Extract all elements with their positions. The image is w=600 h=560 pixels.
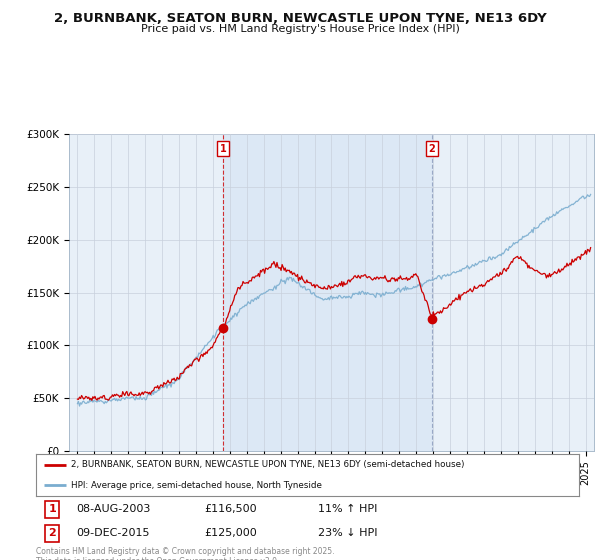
Text: Contains HM Land Registry data © Crown copyright and database right 2025.
This d: Contains HM Land Registry data © Crown c… — [36, 547, 335, 560]
Text: 2: 2 — [49, 528, 56, 538]
Text: 08-AUG-2003: 08-AUG-2003 — [77, 505, 151, 515]
Text: 1: 1 — [49, 505, 56, 515]
Text: 1: 1 — [220, 144, 226, 154]
Bar — [223, 134, 432, 451]
Text: Price paid vs. HM Land Registry's House Price Index (HPI): Price paid vs. HM Land Registry's House … — [140, 24, 460, 34]
Text: 2, BURNBANK, SEATON BURN, NEWCASTLE UPON TYNE, NE13 6DY: 2, BURNBANK, SEATON BURN, NEWCASTLE UPON… — [53, 12, 547, 25]
Text: 11% ↑ HPI: 11% ↑ HPI — [319, 505, 378, 515]
Text: HPI: Average price, semi-detached house, North Tyneside: HPI: Average price, semi-detached house,… — [71, 480, 322, 489]
Text: 09-DEC-2015: 09-DEC-2015 — [77, 528, 150, 538]
Text: 23% ↓ HPI: 23% ↓ HPI — [319, 528, 378, 538]
Text: £125,000: £125,000 — [205, 528, 257, 538]
Text: £116,500: £116,500 — [205, 505, 257, 515]
Text: 2: 2 — [428, 144, 436, 154]
Text: 2, BURNBANK, SEATON BURN, NEWCASTLE UPON TYNE, NE13 6DY (semi-detached house): 2, BURNBANK, SEATON BURN, NEWCASTLE UPON… — [71, 460, 465, 469]
